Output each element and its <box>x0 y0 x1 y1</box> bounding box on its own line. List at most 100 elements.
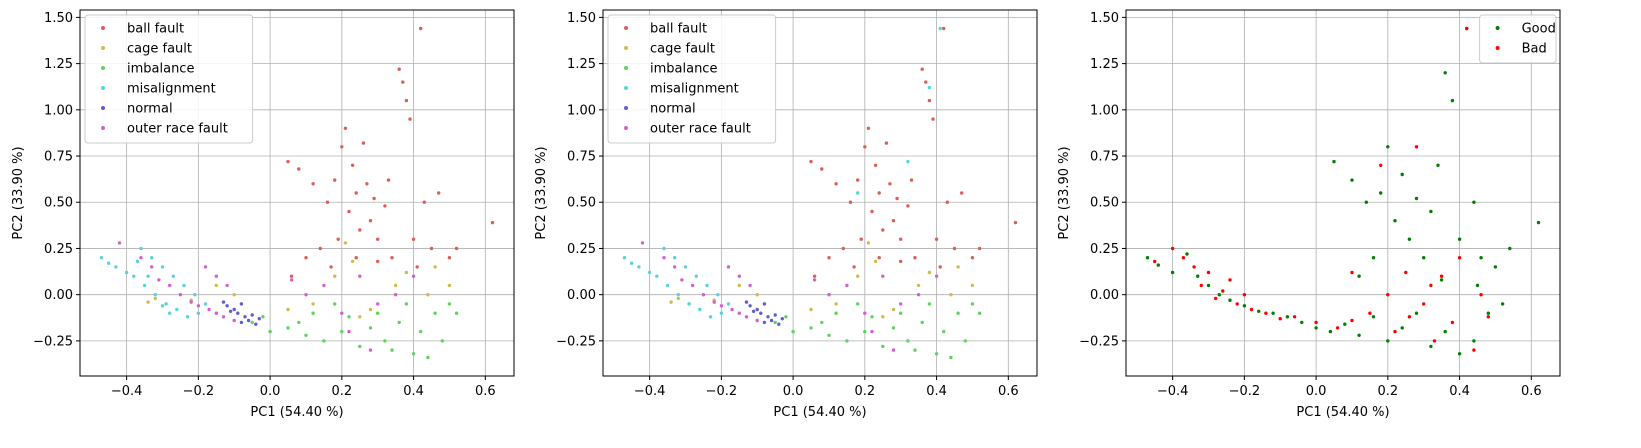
data-point <box>376 259 380 264</box>
data-point <box>1393 219 1397 223</box>
y-axis-label: PC2 (33.90 %) <box>534 146 549 239</box>
data-point <box>1357 333 1361 337</box>
data-point <box>411 352 416 356</box>
data-point <box>1475 283 1480 288</box>
data-point <box>185 315 190 319</box>
data-point <box>848 200 853 204</box>
axes-frame <box>79 9 515 377</box>
data-point <box>884 141 889 145</box>
data-point <box>164 302 168 306</box>
data-point <box>809 159 813 164</box>
x-axis-label: PC1 (54.40 %) <box>773 405 866 420</box>
data-point <box>1371 315 1376 319</box>
data-point <box>447 256 452 260</box>
data-point <box>203 302 208 306</box>
data-point <box>1508 246 1512 251</box>
data-point <box>415 265 419 269</box>
data-point <box>419 26 423 31</box>
data-point <box>261 315 265 319</box>
data-point <box>139 246 143 251</box>
axes-frame <box>1125 9 1561 377</box>
series-normal <box>744 300 784 326</box>
data-point <box>934 274 939 278</box>
data-point <box>304 256 308 260</box>
y-tick-label: 1.00 <box>1090 103 1119 118</box>
data-point <box>411 237 416 241</box>
data-point <box>333 302 337 306</box>
y-tick-label: −0.25 <box>1079 334 1119 349</box>
data-point <box>368 307 373 312</box>
data-point <box>1300 320 1304 325</box>
chart-panel-2: −0.4 −0.2 0.0 0.2 0.4 0.6 −0.25 0.00 0.25 0.50 0.7… <box>534 9 1038 420</box>
series-misalignment <box>99 246 208 319</box>
legend-marker <box>624 66 628 70</box>
data-point <box>1170 270 1175 275</box>
data-point <box>386 178 391 182</box>
data-point <box>938 265 942 269</box>
data-point <box>404 98 409 103</box>
data-point <box>942 329 946 334</box>
data-point <box>881 274 885 278</box>
data-point <box>755 293 759 297</box>
data-point <box>759 311 763 315</box>
data-point <box>1500 302 1505 306</box>
data-point <box>1422 256 1426 260</box>
data-point <box>1536 220 1541 225</box>
data-point <box>411 274 416 278</box>
data-point <box>139 256 143 260</box>
data-point <box>1457 256 1462 260</box>
data-point <box>701 293 706 297</box>
data-point <box>716 293 720 297</box>
data-point <box>393 293 398 297</box>
data-point <box>744 300 749 304</box>
data-point <box>834 182 838 186</box>
legend-label: normal <box>650 102 696 117</box>
data-point <box>726 302 731 306</box>
data-point <box>920 320 924 325</box>
data-point <box>877 256 881 260</box>
data-point <box>1422 302 1426 306</box>
data-point <box>712 300 716 304</box>
data-point <box>1400 172 1404 177</box>
data-point <box>175 307 179 312</box>
data-point <box>737 311 741 315</box>
data-point <box>383 339 387 343</box>
y-axis-label: PC2 (33.90 %) <box>1057 146 1072 239</box>
data-point <box>343 241 348 245</box>
y-tick-label: 0.75 <box>44 150 73 165</box>
data-point <box>769 318 774 323</box>
data-point <box>899 302 903 306</box>
legend-marker <box>624 106 628 110</box>
data-point <box>1192 265 1196 269</box>
data-point <box>454 311 459 315</box>
data-point <box>239 320 244 325</box>
data-point <box>1013 220 1018 225</box>
data-point <box>193 293 197 297</box>
data-point <box>289 274 294 278</box>
series-good <box>1145 26 1541 356</box>
y-tick-label: 1.25 <box>44 57 73 72</box>
data-point <box>214 274 218 278</box>
legend-label: outer race fault <box>650 122 751 137</box>
data-point <box>297 320 301 325</box>
data-point <box>755 307 759 312</box>
data-point <box>1472 339 1476 343</box>
data-point <box>1407 237 1412 241</box>
data-point <box>1314 326 1318 330</box>
y-tick-label: 0.00 <box>44 288 73 303</box>
data-point <box>286 326 290 330</box>
legend-label: misalignment <box>650 82 739 97</box>
data-point <box>870 329 874 334</box>
data-point <box>845 283 849 288</box>
x-tick-label: −0.2 <box>183 384 215 399</box>
data-point <box>873 259 878 264</box>
data-point <box>655 274 659 278</box>
legend-marker <box>1495 26 1500 30</box>
x-tick-label: −0.2 <box>1229 384 1261 399</box>
data-point <box>408 117 412 121</box>
x-tick-label: −0.4 <box>1157 384 1189 399</box>
data-point <box>1221 289 1225 293</box>
data-point <box>1292 315 1297 319</box>
data-point <box>1400 326 1404 330</box>
data-point <box>354 191 358 195</box>
